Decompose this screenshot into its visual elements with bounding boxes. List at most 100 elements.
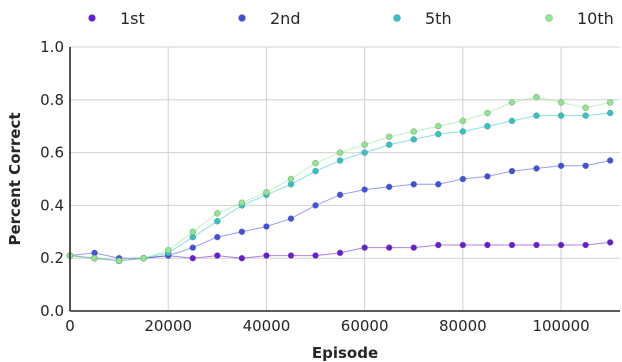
x-tick-label: 20000 <box>144 317 192 335</box>
data-point <box>312 252 319 259</box>
y-tick-label: 0.6 <box>40 144 64 162</box>
data-point <box>459 117 467 125</box>
data-point <box>459 128 467 135</box>
data-point <box>336 149 344 156</box>
legend-item-5th: 5th <box>393 9 452 28</box>
data-point <box>263 188 270 196</box>
data-point <box>287 175 295 183</box>
data-point <box>435 130 442 138</box>
data-point <box>484 173 491 180</box>
data-point <box>606 239 614 246</box>
data-point <box>582 162 589 170</box>
data-point <box>533 165 540 172</box>
legend-label: 2nd <box>270 9 300 28</box>
data-point <box>533 241 540 249</box>
data-point <box>385 183 393 191</box>
data-point <box>312 159 319 167</box>
legend-marker <box>88 14 96 22</box>
y-tick-label: 0.4 <box>40 196 64 214</box>
data-point <box>361 186 368 193</box>
data-point <box>238 199 246 206</box>
y-axis-title: Percent Correct <box>6 112 24 245</box>
data-point <box>582 104 589 111</box>
data-point <box>459 241 467 249</box>
grid-lines <box>69 46 620 312</box>
x-axis-title: Episode <box>312 344 378 362</box>
series-2nd <box>66 157 614 262</box>
series-5th <box>66 109 614 265</box>
x-tick-label: 0 <box>65 317 75 335</box>
data-point <box>312 167 319 175</box>
data-point <box>435 122 442 130</box>
data-point <box>214 252 221 259</box>
data-point <box>385 244 393 251</box>
data-point <box>361 244 368 251</box>
data-point <box>214 210 221 217</box>
y-tick-label: 1.0 <box>40 38 64 56</box>
x-tick-label: 40000 <box>243 317 291 335</box>
legend-item-2nd: 2nd <box>238 9 300 28</box>
data-point <box>336 249 344 257</box>
data-point <box>361 149 368 156</box>
legend-item-10th: 10th <box>545 9 614 28</box>
x-tick-label: 100000 <box>532 317 589 335</box>
data-point <box>484 122 491 130</box>
data-point <box>189 228 196 236</box>
legend-label: 5th <box>425 9 452 28</box>
data-point <box>115 257 123 265</box>
data-point <box>238 228 246 236</box>
x-tick-label: 60000 <box>341 317 389 335</box>
data-point <box>336 191 344 199</box>
data-point <box>459 175 467 183</box>
data-point <box>410 244 417 251</box>
data-point <box>287 215 295 222</box>
data-point <box>189 244 196 251</box>
data-point <box>606 157 614 164</box>
data-point <box>508 117 516 125</box>
legend-marker <box>393 14 401 22</box>
y-tick-label: 0.8 <box>40 91 64 109</box>
data-point <box>91 255 98 262</box>
data-point <box>336 157 344 164</box>
data-point <box>263 223 270 230</box>
data-point <box>435 181 442 188</box>
legend-item-1st: 1st <box>88 9 145 28</box>
legend-label: 10th <box>577 9 614 28</box>
x-tick-label: 80000 <box>439 317 487 335</box>
data-point <box>533 93 540 101</box>
plot-area <box>66 93 614 265</box>
data-point <box>582 241 589 249</box>
legend-marker <box>238 14 246 22</box>
legend-label: 1st <box>120 9 145 28</box>
data-point <box>165 247 172 254</box>
data-point <box>238 255 246 262</box>
series-line <box>69 96 611 262</box>
data-point <box>582 112 589 119</box>
data-point <box>557 99 565 106</box>
data-point <box>508 167 516 175</box>
data-point <box>287 252 295 259</box>
data-point <box>410 136 417 143</box>
series-10th <box>66 93 614 265</box>
y-tick-label: 0.0 <box>40 302 64 320</box>
y-tick-label: 0.2 <box>40 249 64 267</box>
data-point <box>557 241 565 249</box>
data-point <box>484 241 491 249</box>
data-point <box>484 109 491 117</box>
data-point <box>214 233 221 241</box>
axes: 0 20000 40000 60000 80000 100000 0.0 0.2 0.4 0.6 0… <box>40 38 620 335</box>
data-point <box>361 141 368 148</box>
data-point <box>606 99 614 106</box>
data-point <box>385 133 393 140</box>
data-point <box>263 252 270 259</box>
data-point <box>508 99 516 106</box>
series-1st <box>66 239 614 265</box>
data-point <box>385 141 393 148</box>
data-point <box>557 112 565 119</box>
data-point <box>214 218 221 225</box>
data-point <box>606 109 614 117</box>
data-point <box>435 241 442 249</box>
data-point <box>410 128 417 135</box>
data-point <box>557 162 565 170</box>
